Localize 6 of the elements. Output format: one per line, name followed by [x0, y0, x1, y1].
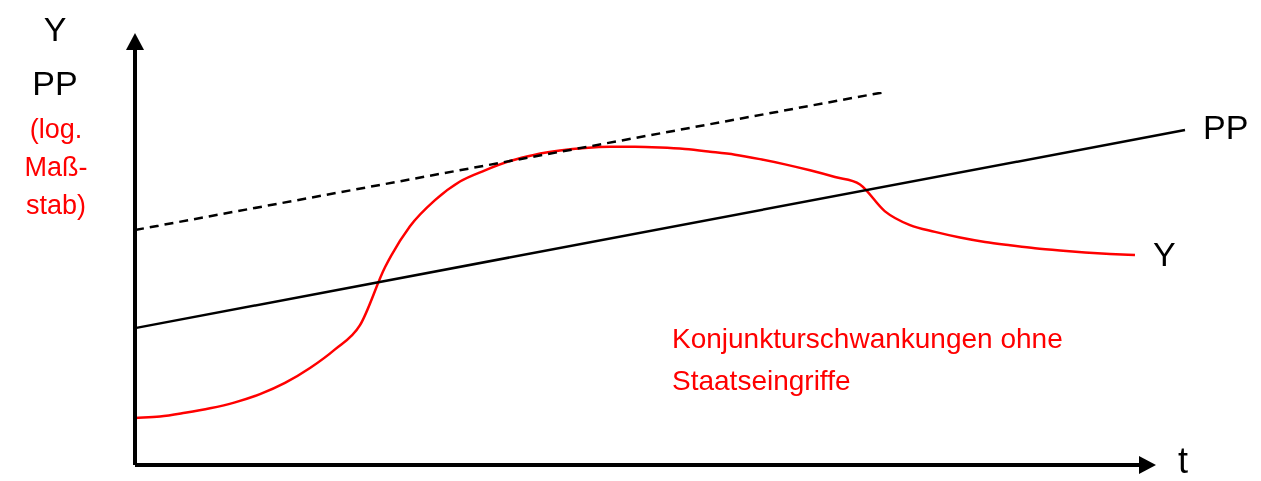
- series-label: Y: [1153, 235, 1176, 274]
- y-axis-title: Y PP: [31, 9, 79, 104]
- x-axis-title: t: [1178, 440, 1189, 481]
- series-label: PP: [1203, 108, 1249, 147]
- text: (log. Maß-stab): [23, 113, 89, 222]
- annotation: Konjunkturschwankungen ohne Staatseingriffe: [672, 322, 1064, 398]
